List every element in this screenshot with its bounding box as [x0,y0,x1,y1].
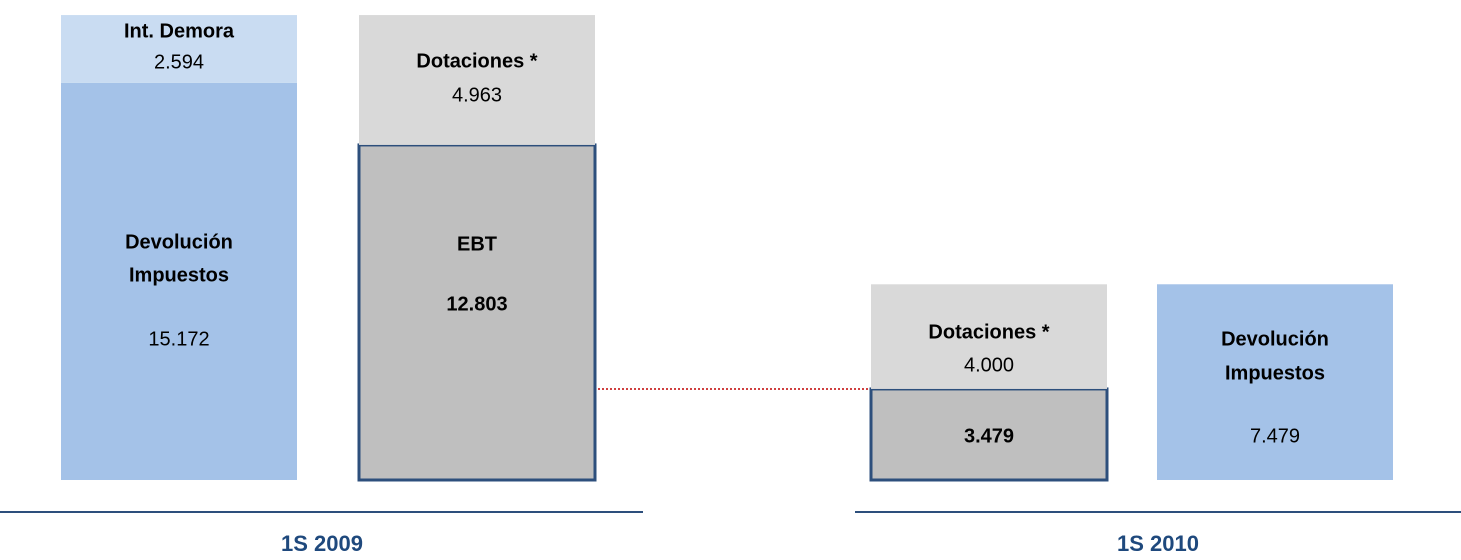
segment-label: Impuestos [129,264,229,286]
segment [359,15,595,145]
segment-label: Impuestos [1225,362,1325,384]
value-label: 7.479 [1250,425,1300,447]
segment-label: Int. Demora [124,20,235,42]
value-label: 15.172 [148,328,209,350]
value-label: 12.803 [446,293,507,315]
group-label: 1S 2009 [281,531,363,556]
value-label: 4.963 [452,84,502,106]
segment [869,387,1109,482]
segment [61,82,297,480]
segment-label: Devolución [1221,328,1329,350]
value-label: 2.594 [154,51,204,73]
value-label: 4.000 [964,354,1014,376]
value-label: 3.479 [964,425,1014,447]
segment-label: Dotaciones * [928,321,1049,343]
segment-label: Devolución [125,231,233,253]
segment-label: Dotaciones * [416,50,537,72]
segment [871,284,1107,389]
segment [61,15,297,83]
group-label: 1S 2010 [1117,531,1199,556]
segment-label: EBT [457,233,497,255]
segment [1157,284,1393,480]
